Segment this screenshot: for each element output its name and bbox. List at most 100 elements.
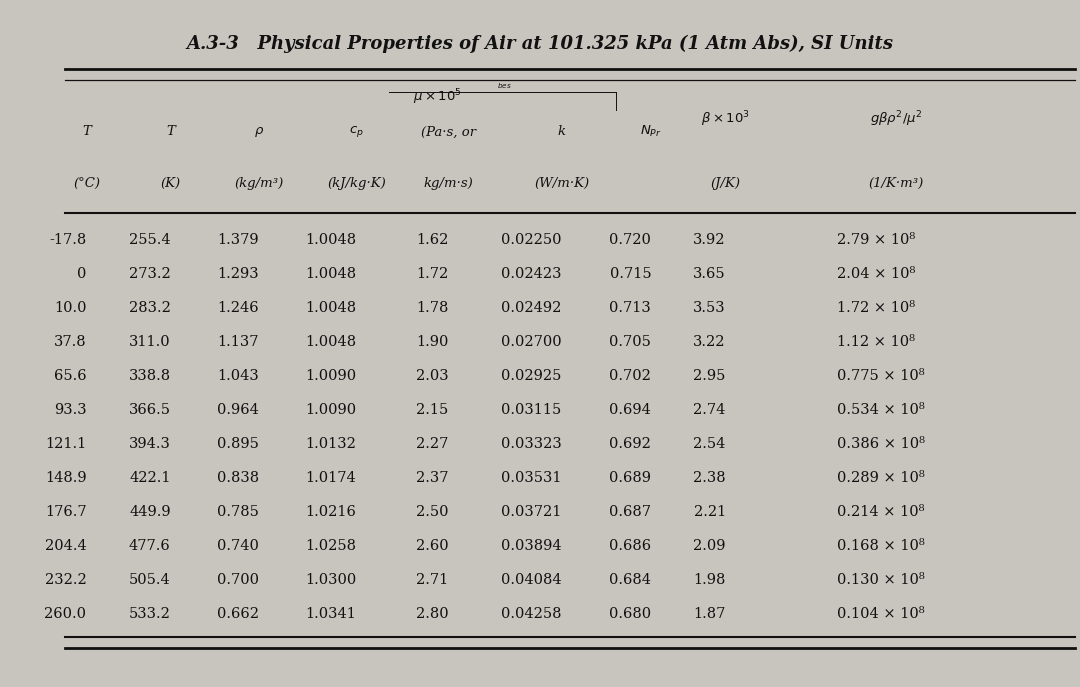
Text: 121.1: 121.1 <box>45 437 86 451</box>
Text: (kg/m³): (kg/m³) <box>234 177 284 190</box>
Text: 311.0: 311.0 <box>129 335 171 349</box>
Text: (1/K·m³): (1/K·m³) <box>868 177 924 190</box>
Text: 2.95: 2.95 <box>693 369 726 383</box>
Text: 1.379: 1.379 <box>217 234 259 247</box>
Text: 2.37: 2.37 <box>416 471 448 485</box>
Text: 2.04 × 10⁸: 2.04 × 10⁸ <box>837 267 916 281</box>
Text: 0.775 × 10⁸: 0.775 × 10⁸ <box>837 369 924 383</box>
Text: 2.74: 2.74 <box>693 403 726 417</box>
Text: A.3-3   Physical Properties of Air at 101.325 kPa (1 Atm Abs), SI Units: A.3-3 Physical Properties of Air at 101.… <box>187 34 893 53</box>
Text: 0: 0 <box>77 267 86 281</box>
Text: $\rho$: $\rho$ <box>254 125 265 139</box>
Text: 0.289 × 10⁸: 0.289 × 10⁸ <box>837 471 924 485</box>
Text: 1.0048: 1.0048 <box>306 234 356 247</box>
Text: 93.3: 93.3 <box>54 403 86 417</box>
Text: 0.689: 0.689 <box>609 471 651 485</box>
Text: 0.687: 0.687 <box>609 505 651 519</box>
Text: 3.65: 3.65 <box>693 267 726 281</box>
Text: 1.0216: 1.0216 <box>306 505 356 519</box>
Text: 0.694: 0.694 <box>609 403 651 417</box>
Text: 0.715: 0.715 <box>609 267 651 281</box>
Text: 0.168 × 10⁸: 0.168 × 10⁸ <box>837 539 924 553</box>
Text: 0.04084: 0.04084 <box>501 573 562 587</box>
Text: 0.705: 0.705 <box>609 335 651 349</box>
Text: 1.72: 1.72 <box>416 267 448 281</box>
Text: 0.130 × 10⁸: 0.130 × 10⁸ <box>837 573 924 587</box>
Text: 0.700: 0.700 <box>217 573 259 587</box>
Text: 1.78: 1.78 <box>416 301 448 315</box>
Text: 3.92: 3.92 <box>693 234 726 247</box>
Text: 0.713: 0.713 <box>609 301 651 315</box>
Text: 0.838: 0.838 <box>217 471 259 485</box>
Text: 0.214 × 10⁸: 0.214 × 10⁸ <box>837 505 924 519</box>
Text: 37.8: 37.8 <box>54 335 86 349</box>
Text: 0.03894: 0.03894 <box>501 539 562 553</box>
Text: T: T <box>82 126 91 138</box>
Text: 2.38: 2.38 <box>693 471 726 485</box>
Text: -17.8: -17.8 <box>50 234 86 247</box>
Text: 0.680: 0.680 <box>609 607 651 620</box>
Text: 10.0: 10.0 <box>54 301 86 315</box>
Text: 0.02700: 0.02700 <box>501 335 562 349</box>
Text: 338.8: 338.8 <box>129 369 171 383</box>
Text: 0.03721: 0.03721 <box>501 505 562 519</box>
Text: 2.03: 2.03 <box>416 369 448 383</box>
Text: 1.0090: 1.0090 <box>306 369 356 383</box>
Text: $N_{Pr}$: $N_{Pr}$ <box>640 124 662 139</box>
Text: 2.50: 2.50 <box>416 505 448 519</box>
Text: 0.02250: 0.02250 <box>501 234 562 247</box>
Text: 0.692: 0.692 <box>609 437 651 451</box>
Text: 1.62: 1.62 <box>416 234 448 247</box>
Text: 422.1: 422.1 <box>130 471 171 485</box>
Text: 2.54: 2.54 <box>693 437 726 451</box>
Text: 0.785: 0.785 <box>217 505 259 519</box>
Text: 0.04258: 0.04258 <box>501 607 562 620</box>
Text: 3.22: 3.22 <box>693 335 726 349</box>
Text: $\mu \times 10^5$: $\mu \times 10^5$ <box>413 88 462 107</box>
Text: 2.27: 2.27 <box>416 437 448 451</box>
Text: $^{bes}$: $^{bes}$ <box>497 84 512 93</box>
Text: 3.53: 3.53 <box>693 301 726 315</box>
Text: 0.895: 0.895 <box>217 437 259 451</box>
Text: 1.246: 1.246 <box>217 301 259 315</box>
Text: $g\beta\rho^2/\mu^2$: $g\beta\rho^2/\mu^2$ <box>870 110 922 129</box>
Text: 1.0048: 1.0048 <box>306 335 356 349</box>
Text: 0.03531: 0.03531 <box>501 471 562 485</box>
Text: 1.12 × 10⁸: 1.12 × 10⁸ <box>837 335 915 349</box>
Text: 2.21: 2.21 <box>693 505 726 519</box>
Text: 1.0174: 1.0174 <box>306 471 356 485</box>
Text: k: k <box>557 126 566 138</box>
Text: T: T <box>166 126 175 138</box>
Text: 0.02492: 0.02492 <box>501 301 562 315</box>
Text: 1.0090: 1.0090 <box>306 403 356 417</box>
Text: 204.4: 204.4 <box>44 539 86 553</box>
Text: 176.7: 176.7 <box>44 505 86 519</box>
Text: 505.4: 505.4 <box>129 573 171 587</box>
Text: 394.3: 394.3 <box>129 437 171 451</box>
Text: (K): (K) <box>161 177 180 190</box>
Text: 1.87: 1.87 <box>693 607 726 620</box>
Text: 0.720: 0.720 <box>609 234 651 247</box>
Text: 2.15: 2.15 <box>416 403 448 417</box>
Text: 1.0132: 1.0132 <box>306 437 356 451</box>
Text: (kJ/kg·K): (kJ/kg·K) <box>327 177 386 190</box>
Text: (°C): (°C) <box>73 177 100 190</box>
Text: 2.80: 2.80 <box>416 607 448 620</box>
Text: (J/K): (J/K) <box>711 177 741 190</box>
Text: 449.9: 449.9 <box>129 505 171 519</box>
Text: 2.09: 2.09 <box>693 539 726 553</box>
Text: 2.71: 2.71 <box>416 573 448 587</box>
Text: (Pa·s, or: (Pa·s, or <box>420 126 476 138</box>
Text: 0.02925: 0.02925 <box>501 369 562 383</box>
Text: 273.2: 273.2 <box>129 267 171 281</box>
Text: $c_p$: $c_p$ <box>349 124 364 139</box>
Text: 0.03115: 0.03115 <box>501 403 562 417</box>
Text: $\beta \times 10^3$: $\beta \times 10^3$ <box>701 110 751 129</box>
Text: 1.0048: 1.0048 <box>306 301 356 315</box>
Text: 148.9: 148.9 <box>44 471 86 485</box>
Text: kg/m·s): kg/m·s) <box>423 177 473 190</box>
Text: 283.2: 283.2 <box>129 301 171 315</box>
Text: 366.5: 366.5 <box>129 403 171 417</box>
Text: 0.534 × 10⁸: 0.534 × 10⁸ <box>837 403 924 417</box>
Text: 1.137: 1.137 <box>218 335 259 349</box>
